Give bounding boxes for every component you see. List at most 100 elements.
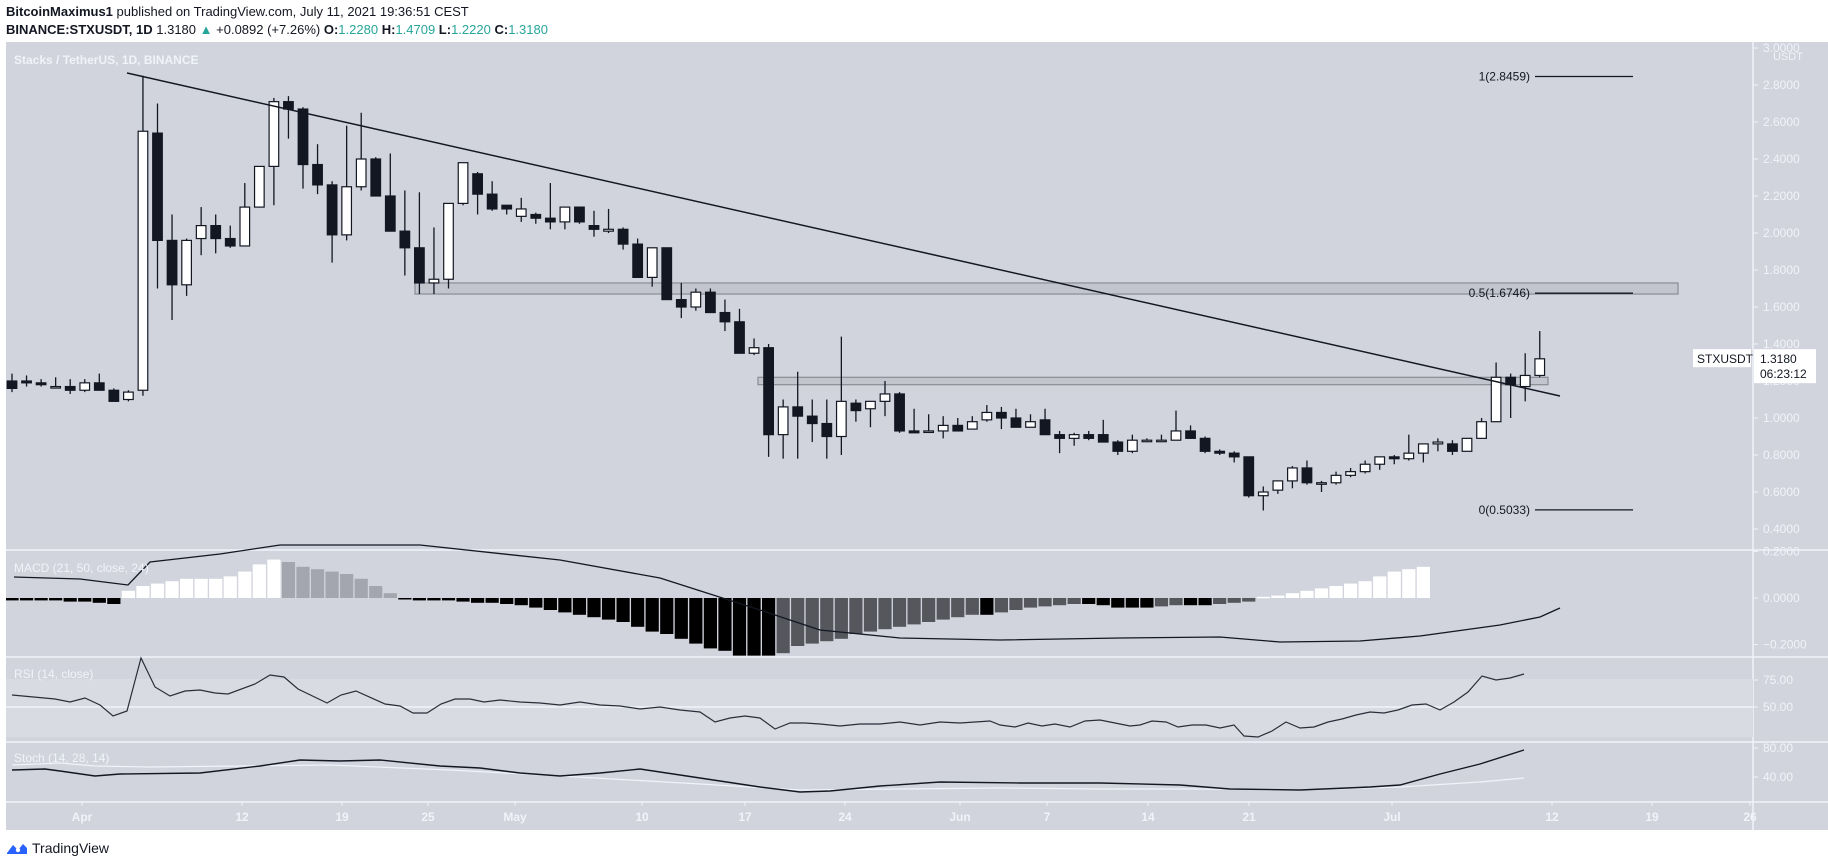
candle[interactable] bbox=[50, 377, 62, 389]
resistance-zone-lower[interactable] bbox=[757, 376, 1549, 386]
candle[interactable] bbox=[137, 75, 149, 396]
candle[interactable] bbox=[1010, 408, 1022, 428]
candle[interactable] bbox=[617, 227, 629, 250]
candle[interactable] bbox=[181, 238, 193, 296]
candle[interactable] bbox=[748, 338, 760, 356]
candle[interactable] bbox=[1243, 456, 1255, 498]
candle[interactable] bbox=[312, 144, 323, 195]
candle[interactable] bbox=[966, 416, 978, 430]
author-name[interactable]: BitcoinMaximus1 bbox=[6, 4, 113, 19]
candle[interactable] bbox=[1185, 425, 1196, 439]
candle[interactable] bbox=[79, 379, 91, 393]
candle[interactable] bbox=[1330, 471, 1342, 485]
candle[interactable] bbox=[1388, 455, 1400, 465]
candle[interactable] bbox=[253, 165, 265, 208]
candle[interactable] bbox=[457, 162, 469, 206]
candle[interactable] bbox=[428, 227, 440, 295]
candle[interactable] bbox=[559, 206, 571, 230]
candle[interactable] bbox=[1505, 373, 1517, 418]
tradingview-brand[interactable]: TradingView bbox=[32, 840, 110, 856]
candle[interactable] bbox=[734, 308, 745, 354]
candle[interactable] bbox=[704, 288, 716, 314]
candle[interactable] bbox=[1374, 456, 1386, 470]
candle[interactable] bbox=[1112, 440, 1124, 455]
candle[interactable] bbox=[806, 399, 818, 443]
candle[interactable] bbox=[297, 107, 309, 189]
candle[interactable] bbox=[937, 416, 949, 439]
candle[interactable] bbox=[239, 183, 251, 247]
candle[interactable] bbox=[1461, 437, 1473, 452]
candle[interactable] bbox=[1490, 362, 1502, 423]
candle[interactable] bbox=[646, 247, 658, 287]
candle[interactable] bbox=[1301, 460, 1313, 485]
candle[interactable] bbox=[777, 399, 789, 459]
candle[interactable] bbox=[1054, 430, 1066, 454]
candle[interactable] bbox=[821, 399, 833, 459]
candle[interactable] bbox=[268, 97, 280, 206]
candle[interactable] bbox=[879, 381, 891, 417]
candle[interactable] bbox=[1097, 419, 1109, 443]
candle[interactable] bbox=[1345, 467, 1357, 478]
candle[interactable] bbox=[486, 181, 498, 211]
candle[interactable] bbox=[1039, 408, 1051, 436]
candle[interactable] bbox=[981, 405, 993, 422]
candle[interactable] bbox=[995, 406, 1007, 430]
candle[interactable] bbox=[530, 212, 542, 224]
chart-frame[interactable]: Stacks / TetherUS, 1D, BINANCE 3.0000 2.80… bbox=[6, 42, 1828, 830]
candle[interactable] bbox=[1214, 449, 1226, 455]
candle[interactable] bbox=[1403, 434, 1415, 461]
candle[interactable] bbox=[122, 390, 134, 402]
candle[interactable] bbox=[1316, 480, 1327, 492]
descending-trendline[interactable] bbox=[126, 72, 1561, 397]
candle[interactable] bbox=[1257, 486, 1269, 511]
candle[interactable] bbox=[370, 157, 382, 197]
candle[interactable] bbox=[1228, 451, 1240, 463]
candle[interactable] bbox=[1447, 440, 1458, 455]
candle[interactable] bbox=[224, 225, 236, 248]
candle[interactable] bbox=[384, 153, 396, 232]
candle[interactable] bbox=[283, 96, 294, 139]
candle[interactable] bbox=[1534, 331, 1546, 378]
candle[interactable] bbox=[341, 125, 353, 241]
candle[interactable] bbox=[850, 399, 862, 422]
candle[interactable] bbox=[1141, 438, 1153, 443]
candle[interactable] bbox=[326, 181, 338, 263]
candle[interactable] bbox=[923, 414, 935, 434]
candle[interactable] bbox=[35, 379, 47, 387]
candle[interactable] bbox=[1476, 418, 1487, 439]
candle[interactable] bbox=[152, 103, 163, 289]
candle[interactable] bbox=[399, 190, 411, 276]
candle[interactable] bbox=[544, 183, 556, 230]
candle[interactable] bbox=[1156, 434, 1167, 443]
candle[interactable] bbox=[210, 214, 222, 254]
candle[interactable] bbox=[1126, 434, 1138, 454]
candle[interactable] bbox=[195, 207, 207, 256]
candle[interactable] bbox=[632, 238, 644, 279]
candle[interactable] bbox=[1519, 353, 1531, 402]
candle[interactable] bbox=[719, 299, 731, 332]
candle[interactable] bbox=[1286, 466, 1298, 489]
candle[interactable] bbox=[93, 373, 105, 391]
candle[interactable] bbox=[1170, 410, 1182, 441]
candle[interactable] bbox=[690, 288, 702, 311]
candle[interactable] bbox=[1272, 480, 1284, 494]
candle[interactable] bbox=[472, 171, 483, 215]
candle[interactable] bbox=[792, 371, 804, 459]
chart-canvas[interactable]: Stacks / TetherUS, 1D, BINANCE 3.0000 2.80… bbox=[6, 42, 1828, 830]
candle[interactable] bbox=[501, 204, 513, 215]
candle[interactable] bbox=[1432, 438, 1444, 452]
candle[interactable] bbox=[166, 214, 178, 320]
candle[interactable] bbox=[6, 373, 18, 393]
candle[interactable] bbox=[1417, 443, 1429, 463]
candle[interactable] bbox=[443, 202, 454, 289]
candle[interactable] bbox=[588, 210, 600, 237]
candle[interactable] bbox=[108, 388, 120, 402]
candle[interactable] bbox=[64, 379, 76, 394]
candle[interactable] bbox=[675, 282, 687, 319]
candle[interactable] bbox=[574, 206, 585, 224]
candle[interactable] bbox=[865, 400, 876, 428]
candle[interactable] bbox=[835, 336, 847, 455]
candle[interactable] bbox=[763, 344, 774, 457]
candle[interactable] bbox=[1359, 460, 1371, 474]
resistance-zone-upper[interactable] bbox=[414, 282, 1679, 295]
